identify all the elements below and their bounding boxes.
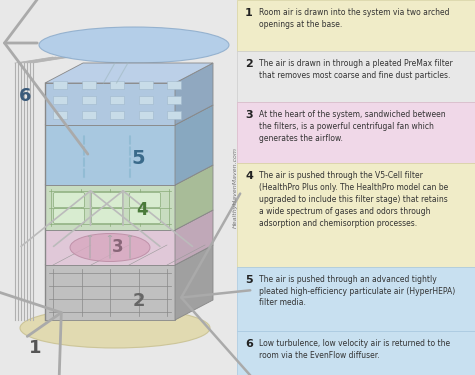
Polygon shape xyxy=(45,83,175,125)
Polygon shape xyxy=(82,81,95,89)
FancyBboxPatch shape xyxy=(130,209,161,224)
Polygon shape xyxy=(45,245,213,265)
Ellipse shape xyxy=(20,308,210,348)
Polygon shape xyxy=(45,125,175,185)
Polygon shape xyxy=(45,265,175,320)
Polygon shape xyxy=(139,111,152,119)
Polygon shape xyxy=(45,230,175,265)
Text: The air is pushed through an advanced tightly
pleated high-efficiency particulat: The air is pushed through an advanced ti… xyxy=(259,275,455,308)
Polygon shape xyxy=(53,81,67,89)
Text: The air is drawn in through a pleated PreMax filter
that removes most coarse and: The air is drawn in through a pleated Pr… xyxy=(259,59,453,80)
Polygon shape xyxy=(82,111,95,119)
Polygon shape xyxy=(53,111,67,119)
Text: 2: 2 xyxy=(133,292,145,310)
Polygon shape xyxy=(175,165,213,230)
Polygon shape xyxy=(167,96,181,104)
Text: 6: 6 xyxy=(19,87,31,105)
Text: HealthyHavenMaven.com: HealthyHavenMaven.com xyxy=(232,147,238,228)
Text: 4: 4 xyxy=(245,171,253,182)
Polygon shape xyxy=(53,96,67,104)
Polygon shape xyxy=(139,96,152,104)
Polygon shape xyxy=(45,63,213,83)
Text: 3: 3 xyxy=(245,110,253,120)
Polygon shape xyxy=(175,105,213,185)
Polygon shape xyxy=(175,245,213,320)
Polygon shape xyxy=(45,185,175,230)
FancyBboxPatch shape xyxy=(130,192,161,207)
Polygon shape xyxy=(110,81,124,89)
Polygon shape xyxy=(45,210,213,230)
Polygon shape xyxy=(175,210,213,265)
FancyBboxPatch shape xyxy=(54,209,85,224)
Bar xyxy=(237,0,475,51)
Text: The air is pushed through the V5-Cell filter
(HealthPro Plus only. The HealthPro: The air is pushed through the V5-Cell fi… xyxy=(259,171,448,228)
Polygon shape xyxy=(110,96,124,104)
FancyBboxPatch shape xyxy=(92,209,123,224)
Polygon shape xyxy=(167,111,181,119)
Ellipse shape xyxy=(39,27,229,63)
Text: 1: 1 xyxy=(245,8,253,18)
Text: At the heart of the system, sandwiched between
the filters, is a powerful centri: At the heart of the system, sandwiched b… xyxy=(259,110,446,143)
Bar xyxy=(237,164,475,267)
Bar xyxy=(237,51,475,102)
Polygon shape xyxy=(45,105,213,125)
Text: 5: 5 xyxy=(132,148,145,168)
Bar xyxy=(237,102,475,164)
Polygon shape xyxy=(45,165,213,185)
Text: Room air is drawn into the system via two arched
openings at the base.: Room air is drawn into the system via tw… xyxy=(259,8,449,29)
Ellipse shape xyxy=(70,234,150,261)
Polygon shape xyxy=(167,81,181,89)
Text: 5: 5 xyxy=(245,275,253,285)
Text: Low turbulence, low velocity air is returned to the
room via the EvenFlow diffus: Low turbulence, low velocity air is retu… xyxy=(259,339,450,360)
FancyBboxPatch shape xyxy=(92,192,123,207)
Bar xyxy=(237,267,475,331)
Polygon shape xyxy=(82,96,95,104)
Text: 4: 4 xyxy=(137,201,148,219)
Text: 2: 2 xyxy=(245,59,253,69)
Bar xyxy=(237,331,475,375)
Polygon shape xyxy=(175,63,213,125)
Text: 1: 1 xyxy=(29,339,41,357)
FancyBboxPatch shape xyxy=(54,192,85,207)
Text: 3: 3 xyxy=(112,238,124,256)
Polygon shape xyxy=(110,111,124,119)
Polygon shape xyxy=(139,81,152,89)
Text: 6: 6 xyxy=(245,339,253,349)
